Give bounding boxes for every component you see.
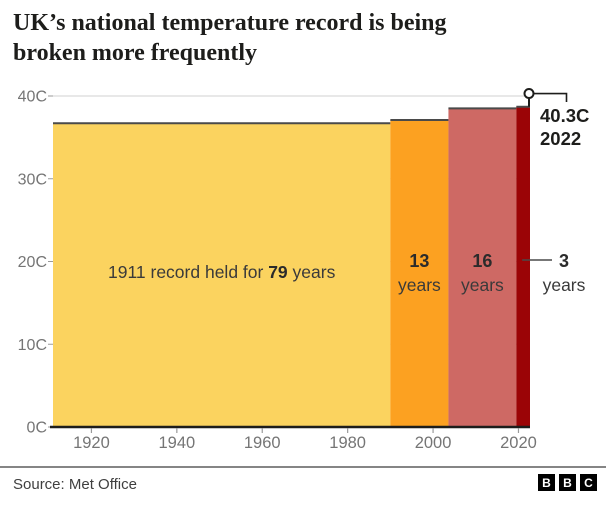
source-caption: Source: Met Office bbox=[13, 476, 137, 493]
y-axis-label-30: 30C bbox=[18, 171, 47, 188]
y-axis-label-40: 40C bbox=[18, 89, 47, 106]
record-bar-2003 bbox=[448, 108, 517, 427]
bbc-logo: B B C bbox=[538, 474, 597, 491]
x-axis-label-1960: 1960 bbox=[244, 434, 281, 452]
y-axis-label-0: 0C bbox=[27, 420, 47, 437]
record-label-1911: 1911 record held for 79 years bbox=[108, 262, 336, 282]
current-record-year-label: 2022 bbox=[540, 128, 581, 149]
footer-divider bbox=[0, 466, 606, 468]
x-axis-label-1980: 1980 bbox=[329, 434, 366, 452]
chart-title-line-2: broken more frequently bbox=[13, 40, 257, 66]
x-axis-label-1940: 1940 bbox=[158, 434, 195, 452]
bbc-logo-block-2: B bbox=[559, 474, 576, 491]
record-label-2003-value: 16 bbox=[472, 251, 492, 271]
x-axis-label-2000: 2000 bbox=[415, 434, 452, 452]
bbc-logo-block-1: B bbox=[538, 474, 555, 491]
x-axis-label-1920: 1920 bbox=[73, 434, 110, 452]
record-bar-1990 bbox=[390, 119, 449, 427]
record-label-2019-value: 3 bbox=[559, 251, 569, 271]
chart-title: UK’s national temperature record is bein… bbox=[13, 8, 573, 68]
annotation-connector bbox=[534, 92, 568, 102]
record-label-1990-unit: years bbox=[398, 275, 441, 295]
record-label-1990-value: 13 bbox=[409, 251, 429, 271]
current-record-marker bbox=[523, 88, 535, 100]
y-axis-label-20: 20C bbox=[18, 254, 47, 271]
record-label-2003-unit: years bbox=[461, 275, 504, 295]
chart-title-line-1: UK’s national temperature record is bein… bbox=[13, 10, 447, 36]
record-label-2019-unit: years bbox=[543, 275, 586, 295]
x-axis-label-2020: 2020 bbox=[500, 434, 537, 452]
record-bar-2019 bbox=[516, 106, 530, 427]
bbc-logo-block-3: C bbox=[580, 474, 597, 491]
record-bar-1911 bbox=[53, 123, 391, 428]
y-axis-label-10: 10C bbox=[18, 337, 47, 354]
current-record-temp-label: 40.3C bbox=[540, 105, 589, 126]
